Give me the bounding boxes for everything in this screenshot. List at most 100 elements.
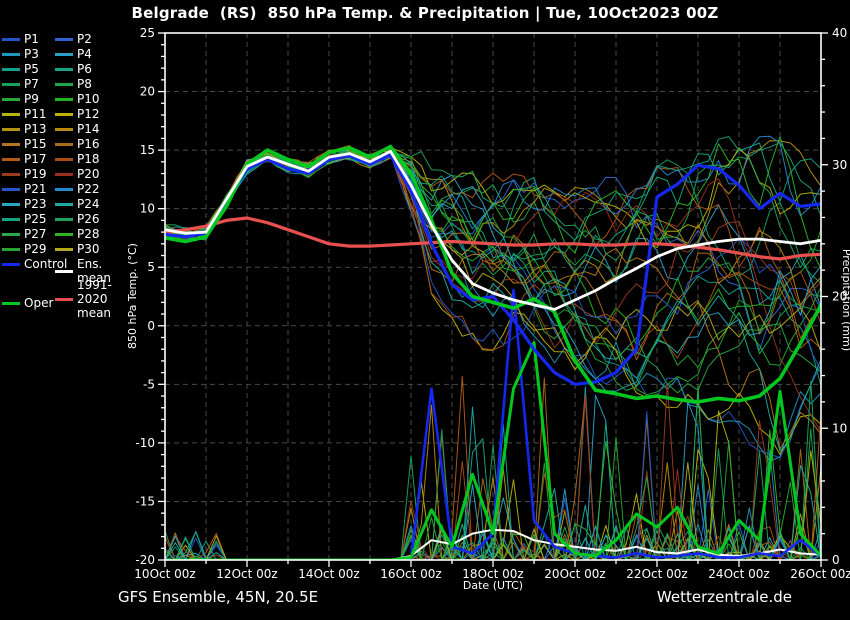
x-tick-label: 10Oct 00z [134, 567, 195, 581]
legend-item-p26-label: P26 [77, 212, 100, 226]
legend-item-p8: P8 [55, 77, 92, 91]
series-ens-member-precip-11 [165, 410, 821, 560]
x-tick-label: 12Oct 00z [216, 567, 277, 581]
legend-item-p5-swatch [2, 67, 20, 71]
legend-item-p26: P26 [55, 212, 100, 226]
legend-item-1991-2020-label: 1991-2020 mean [77, 278, 112, 320]
series-ens-member-precip-7 [165, 444, 821, 560]
legend-item-p6-swatch [55, 67, 73, 71]
legend-item-oper-label: Oper [24, 296, 54, 310]
y-left-axis-title: 850 hPa Temp. (°C) [126, 243, 139, 349]
legend-item-p25-swatch [2, 217, 20, 221]
legend-item-p21: P21 [2, 182, 47, 196]
legend-item-p5-label: P5 [24, 62, 39, 76]
y-left-tick-label: -5 [143, 377, 155, 391]
legend-item-p30: P30 [55, 242, 100, 256]
series-ens-member-precip-28 [165, 429, 821, 560]
series-ens-member-precip-3 [165, 386, 821, 560]
legend-item-p21-label: P21 [24, 182, 47, 196]
legend-item-p15-label: P15 [24, 137, 47, 151]
series-ens-member-precip-17 [165, 375, 821, 560]
legend-item-p7: P7 [2, 77, 39, 91]
legend-item-p24-swatch [55, 202, 73, 206]
legend-item-p3-label: P3 [24, 47, 39, 61]
legend-item-p25: P25 [2, 212, 47, 226]
legend-item-p6-label: P6 [77, 62, 92, 76]
legend-item-p19: P19 [2, 167, 47, 181]
y-right-tick-label: 30 [832, 158, 847, 172]
legend-item-p4-label: P4 [77, 47, 92, 61]
legend-item-p12: P12 [55, 107, 100, 121]
legend-item-p3: P3 [2, 47, 39, 61]
x-tick-label: 18Oct 00z [462, 567, 523, 581]
legend-item-p29: P29 [2, 242, 47, 256]
legend-item-p15: P15 [2, 137, 47, 151]
legend-item-p2: P2 [55, 32, 92, 46]
legend-item-p14-label: P14 [77, 122, 100, 136]
legend-item-p9-label: P9 [24, 92, 39, 106]
legend-item-p4: P4 [55, 47, 92, 61]
series-ens-member-temp-10 [165, 150, 821, 346]
model-caption: GFS Ensemble, 45N, 20.5E [118, 588, 319, 606]
legend-item-p16-swatch [55, 142, 73, 146]
legend-item-p10-swatch [55, 97, 73, 101]
watermark: Wetterzentrale.de [656, 588, 792, 606]
series-climate-mean [165, 216, 821, 261]
legend-item-p27-swatch [2, 232, 20, 236]
gridlines [165, 33, 821, 560]
legend-item-p10: P10 [55, 92, 100, 106]
y-right-tick-label: 40 [832, 26, 847, 40]
legend-item-p29-swatch [2, 247, 20, 251]
x-tick-label: 20Oct 00z [544, 567, 605, 581]
series-oper-temp [165, 144, 821, 404]
legend-item-p26-swatch [55, 217, 73, 221]
x-tick-label: 14Oct 00z [298, 567, 359, 581]
legend-item-p30-label: P30 [77, 242, 100, 256]
legend-item-oper: Oper [2, 296, 53, 310]
y-left-tick-label: 10 [140, 202, 155, 216]
legend-item-p28: P28 [55, 227, 100, 241]
legend-item-p19-swatch [2, 172, 20, 176]
legend-item-p11: P11 [2, 107, 47, 121]
series-ens-member-precip-5 [165, 528, 821, 560]
legend-item-p10-label: P10 [77, 92, 100, 106]
legend-item-p23-label: P23 [24, 197, 47, 211]
y-left-tick-label: 15 [140, 143, 155, 157]
legend-item-p12-label: P12 [77, 107, 100, 121]
legend-item-p12-swatch [55, 112, 73, 116]
legend-item-ens.-label: Ens. mean [77, 257, 112, 285]
legend-item-p22-label: P22 [77, 182, 100, 196]
series-ens-mean-temp [165, 149, 821, 311]
y-right-tick-label: 0 [832, 553, 840, 567]
legend-item-p7-swatch [2, 82, 20, 86]
y-left-tick-label: -20 [135, 553, 155, 567]
legend-item-p1-swatch [2, 37, 20, 41]
legend-item-p1-label: P1 [24, 32, 39, 46]
series-ens-member-precip-23 [165, 484, 821, 560]
legend-item-p18-swatch [55, 157, 73, 161]
series-oper-precip [165, 341, 821, 560]
legend-item-p22-swatch [55, 187, 73, 191]
legend-item-p13: P13 [2, 122, 47, 136]
legend-item-p8-label: P8 [77, 77, 92, 91]
legend-item-p11-label: P11 [24, 107, 47, 121]
x-tick-label: 16Oct 00z [380, 567, 441, 581]
legend-item-p20-label: P20 [77, 167, 100, 181]
series-ens-member-temp-29 [165, 146, 821, 391]
legend-item-p14-swatch [55, 127, 73, 131]
axes [158, 32, 828, 567]
legend-item-ens.-swatch [55, 269, 73, 273]
legend-item-p28-label: P28 [77, 227, 100, 241]
series-ens-member-precip-12 [165, 449, 821, 560]
legend-item-p23: P23 [2, 197, 47, 211]
legend-item-p24-label: P24 [77, 197, 100, 211]
legend-item-p17-swatch [2, 157, 20, 161]
y-left-tick-label: 5 [147, 260, 155, 274]
legend-item-p27-label: P27 [24, 227, 47, 241]
x-tick-label: 26Oct 00z [790, 567, 850, 581]
legend-item-p9: P9 [2, 92, 39, 106]
legend-item-p30-swatch [55, 247, 73, 251]
legend-item-p8-swatch [55, 82, 73, 86]
legend-item-p13-swatch [2, 127, 20, 131]
